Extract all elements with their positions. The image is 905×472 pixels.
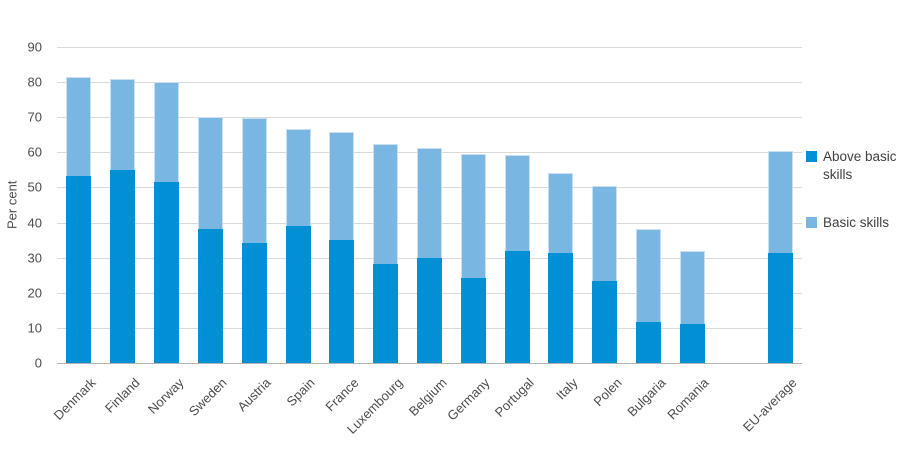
- y-tick-label-80: 80: [27, 74, 42, 90]
- bar-luxembourg[interactable]: [373, 144, 399, 363]
- y-tick-label-60: 60: [27, 144, 42, 160]
- bar-segment-above-basic[interactable]: [66, 176, 92, 363]
- bar-portugal[interactable]: [504, 155, 530, 363]
- bar-segment-above-basic[interactable]: [679, 324, 705, 363]
- bar-italy[interactable]: [548, 172, 574, 363]
- bar-austria[interactable]: [241, 118, 267, 363]
- bar-segment-basic[interactable]: [329, 131, 355, 241]
- bar-segment-basic[interactable]: [110, 78, 136, 170]
- bar-segment-above-basic[interactable]: [373, 264, 399, 363]
- bar-segment-basic[interactable]: [460, 154, 486, 279]
- legend-item-basic-skills[interactable]: Basic skills: [806, 214, 905, 232]
- x-axis-label-finland: Finland: [101, 375, 143, 416]
- x-axis-label-austria: Austria: [234, 375, 274, 415]
- y-tick-label-40: 40: [27, 215, 42, 231]
- x-axis-label-portugal: Portugal: [491, 375, 537, 420]
- bar-segment-basic[interactable]: [373, 144, 399, 265]
- bar-segment-basic[interactable]: [66, 77, 92, 177]
- bar-segment-basic[interactable]: [154, 82, 180, 183]
- bar-romania[interactable]: [679, 251, 705, 363]
- x-axis-label-polen: Polen: [590, 375, 625, 410]
- gridline-y-80: [57, 82, 802, 84]
- bar-segment-above-basic[interactable]: [548, 252, 574, 363]
- bar-segment-above-basic[interactable]: [417, 258, 442, 363]
- bar-sweden[interactable]: [197, 117, 223, 363]
- bar-bulgaria[interactable]: [636, 228, 662, 363]
- bar-segment-above-basic[interactable]: [154, 182, 180, 363]
- bar-spain[interactable]: [285, 129, 311, 363]
- legend-label: Above basic skills: [823, 149, 897, 182]
- y-tick-label-70: 70: [27, 109, 42, 125]
- y-axis-tick-labels: 0 10 20 30 40 50 60 70 80 90: [0, 40, 48, 371]
- bar-segment-basic[interactable]: [504, 155, 530, 251]
- bar-norway[interactable]: [154, 82, 180, 363]
- bar-eu-average[interactable]: [767, 151, 793, 363]
- bar-segment-above-basic[interactable]: [110, 169, 136, 363]
- x-axis-label-denmark: Denmark: [50, 375, 99, 423]
- gridline-y-70: [57, 117, 802, 119]
- x-axis-label-bulgaria: Bulgaria: [623, 375, 669, 420]
- x-axis-label-spain: Spain: [283, 375, 318, 410]
- x-axis-label-norway: Norway: [144, 375, 187, 417]
- legend-swatch-icon: [806, 217, 817, 228]
- bar-belgium[interactable]: [417, 147, 442, 363]
- bar-segment-basic[interactable]: [548, 172, 574, 253]
- x-axis-label-romania: Romania: [664, 375, 713, 423]
- bar-segment-basic[interactable]: [241, 118, 267, 243]
- bar-segment-above-basic[interactable]: [504, 250, 530, 363]
- y-tick-label-10: 10: [27, 320, 42, 336]
- x-axis-label-germany: Germany: [444, 375, 493, 424]
- y-tick-label-90: 90: [27, 39, 42, 55]
- x-axis-label-italy: Italy: [553, 375, 581, 403]
- bar-denmark[interactable]: [66, 77, 92, 363]
- bar-segment-above-basic[interactable]: [329, 240, 355, 363]
- legend-label: Basic skills: [823, 215, 890, 230]
- gridline-y-90: [57, 47, 802, 48]
- bar-segment-above-basic[interactable]: [767, 252, 793, 363]
- y-tick-label-20: 20: [27, 285, 42, 301]
- y-tick-label-50: 50: [27, 179, 42, 195]
- bar-segment-basic[interactable]: [285, 129, 311, 227]
- x-axis-label-belgium: Belgium: [405, 375, 450, 419]
- y-tick-label-30: 30: [27, 250, 42, 266]
- bar-france[interactable]: [329, 131, 355, 363]
- bar-segment-basic[interactable]: [592, 186, 618, 281]
- legend-item-above-basic-skills[interactable]: Above basic skills: [806, 148, 905, 184]
- bar-segment-basic[interactable]: [636, 228, 662, 322]
- bar-segment-above-basic[interactable]: [241, 242, 267, 363]
- bar-segment-above-basic[interactable]: [460, 278, 486, 363]
- bar-polen[interactable]: [592, 186, 618, 363]
- y-tick-label-0: 0: [34, 355, 42, 371]
- plot-area: Denmark Finland Norway Sweden Austria Spain Fr…: [51, 47, 802, 437]
- bar-segment-basic[interactable]: [417, 147, 442, 259]
- bar-segment-above-basic[interactable]: [592, 280, 618, 363]
- bar-segment-above-basic[interactable]: [636, 321, 662, 363]
- x-axis-label-eu-average: EU-average: [740, 375, 800, 435]
- bar-segment-basic[interactable]: [197, 117, 223, 230]
- legend-swatch-icon: [806, 151, 817, 162]
- bar-finland[interactable]: [110, 78, 136, 363]
- bar-segment-basic[interactable]: [679, 251, 705, 325]
- x-axis-label-sweden: Sweden: [186, 375, 230, 419]
- x-axis-label-france: France: [322, 375, 362, 415]
- bar-segment-above-basic[interactable]: [285, 226, 311, 363]
- bar-germany[interactable]: [460, 154, 486, 363]
- bar-segment-above-basic[interactable]: [197, 229, 223, 363]
- chart-legend: Above basic skills Basic skills: [806, 148, 905, 232]
- bar-segment-basic[interactable]: [767, 151, 793, 253]
